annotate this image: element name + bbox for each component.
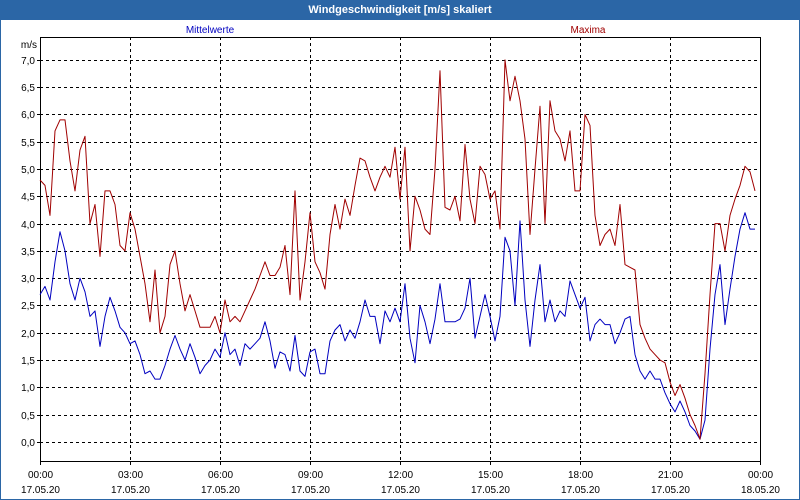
y-tick-label: 0,0 [21,438,35,449]
x-tick-date-label: 17.05.20 [111,485,150,496]
grid-lines [40,37,760,461]
x-tick-date-label: 18.05.20 [741,485,780,496]
legend-entry-maxima: Maxima [570,25,605,36]
y-tick-label: 4,5 [21,192,35,203]
series-line-mittelwerte [39,212,755,440]
x-tick-date-label: 17.05.20 [291,485,330,496]
x-tick-date-label: 17.05.20 [381,485,420,496]
series-lines [39,59,756,440]
series-line-maxima [39,59,756,440]
x-tick-time-label: 12:00 [388,470,413,481]
x-tick-time-label: 09:00 [298,470,323,481]
y-tick-label: 2,0 [21,329,35,340]
y-tick-label: 6,5 [21,83,35,94]
x-tick-time-label: 06:00 [208,470,233,481]
y-tick-label: 5,5 [21,138,35,149]
x-tick-date-label: 17.05.20 [471,485,510,496]
x-tick-time-label: 00:00 [28,470,53,481]
legend-entry-mittelwerte: Mittelwerte [186,25,235,36]
axes: 0,0 0,5 1,0 1,5 2,0 2,5 3,0 3,5 4,0 4,5 5,0 5,5 6,0 6… [21,56,780,496]
title-bar: Windgeschwindigkeit [m/s] skaliert [0,0,800,20]
y-tick-label: 7,0 [21,56,35,67]
x-tick-time-label: 03:00 [118,470,143,481]
y-tick-label: 1,0 [21,383,35,394]
y-tick-label: 3,0 [21,274,35,285]
x-tick-date-label: 17.05.20 [201,485,240,496]
y-tick-label: 4,0 [21,220,35,231]
x-tick-date-label: 17.05.20 [561,485,600,496]
x-tick-time-label: 21:00 [658,470,683,481]
y-tick-label: 6,0 [21,110,35,121]
y-axis-label: m/s [21,40,37,51]
x-tick-time-label: 00:00 [748,470,773,481]
x-tick-date-label: 17.05.20 [651,485,690,496]
y-tick-label: 2,5 [21,301,35,312]
x-tick-date-label: 17.05.20 [21,485,60,496]
x-tick-time-label: 15:00 [478,470,503,481]
chart-title: Windgeschwindigkeit [m/s] skaliert [308,4,492,16]
y-tick-label: 1,5 [21,356,35,367]
x-tick-time-label: 18:00 [568,470,593,481]
y-tick-label: 5,0 [21,165,35,176]
y-tick-label: 0,5 [21,411,35,422]
y-tick-label: 3,5 [21,247,35,258]
